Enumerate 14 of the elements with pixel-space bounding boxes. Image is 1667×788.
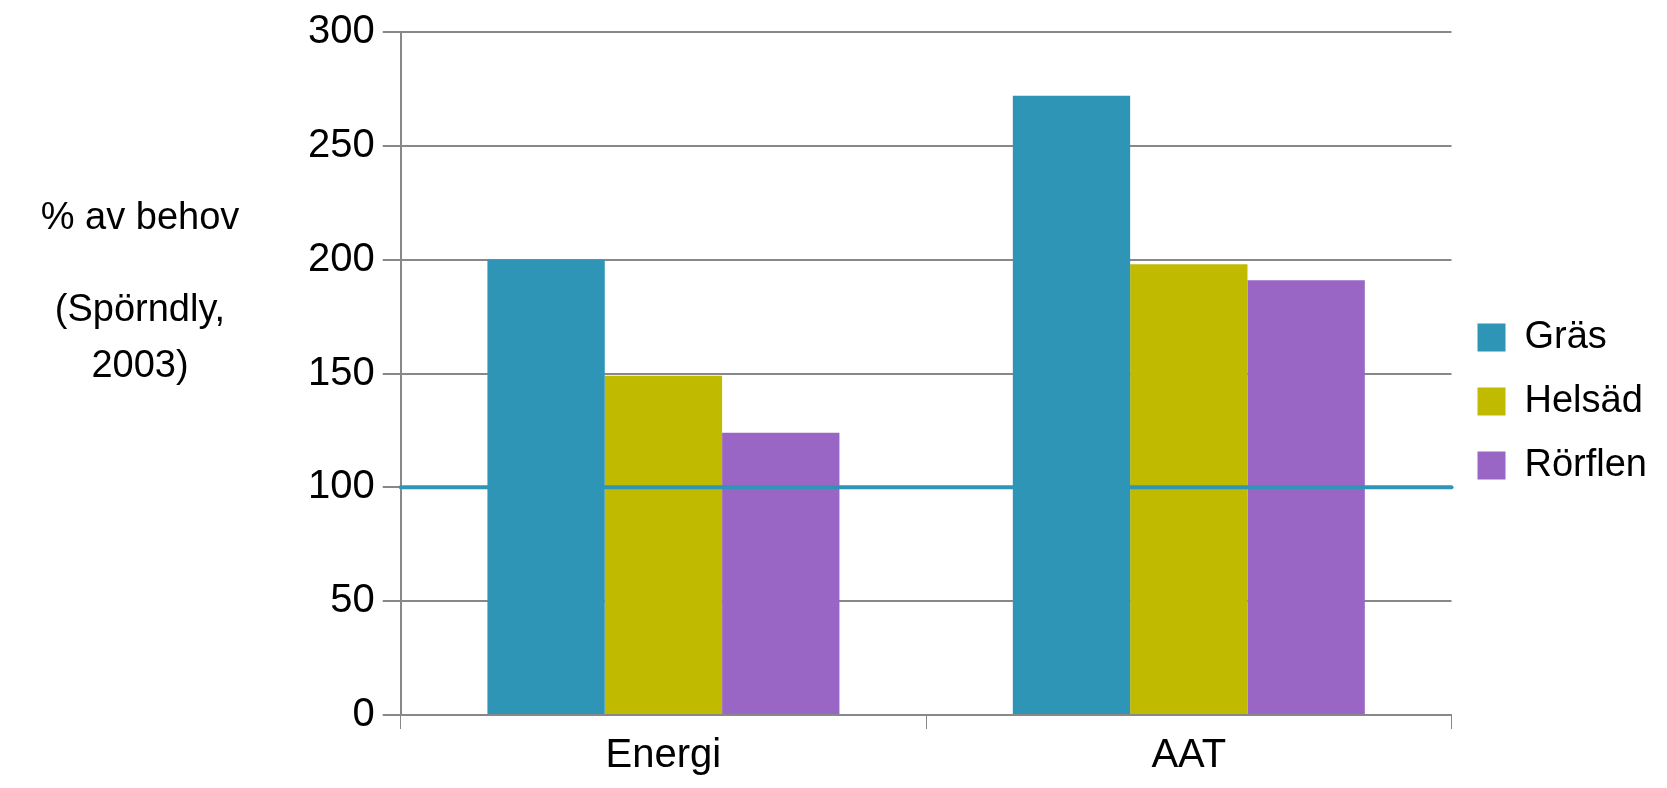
legend-label: Gräs [1524, 313, 1607, 356]
legend-label: Helsäd [1524, 377, 1643, 420]
y-tick-label: 50 [330, 576, 375, 621]
x-tick-label: AAT [1151, 731, 1227, 776]
y-tick-label: 150 [307, 348, 375, 393]
y-axis-title: % av behov [40, 194, 240, 237]
x-tick-label: Energi [605, 731, 722, 776]
y-tick-label: 0 [352, 690, 375, 735]
y-tick-label: 200 [307, 234, 375, 279]
y-tick-label: 250 [307, 120, 375, 165]
y-tick-label: 300 [307, 7, 375, 52]
legend-label: Rörflen [1524, 441, 1647, 484]
y-tick-label: 100 [307, 462, 375, 507]
text: (Spörndly, 2003) [54, 286, 226, 385]
